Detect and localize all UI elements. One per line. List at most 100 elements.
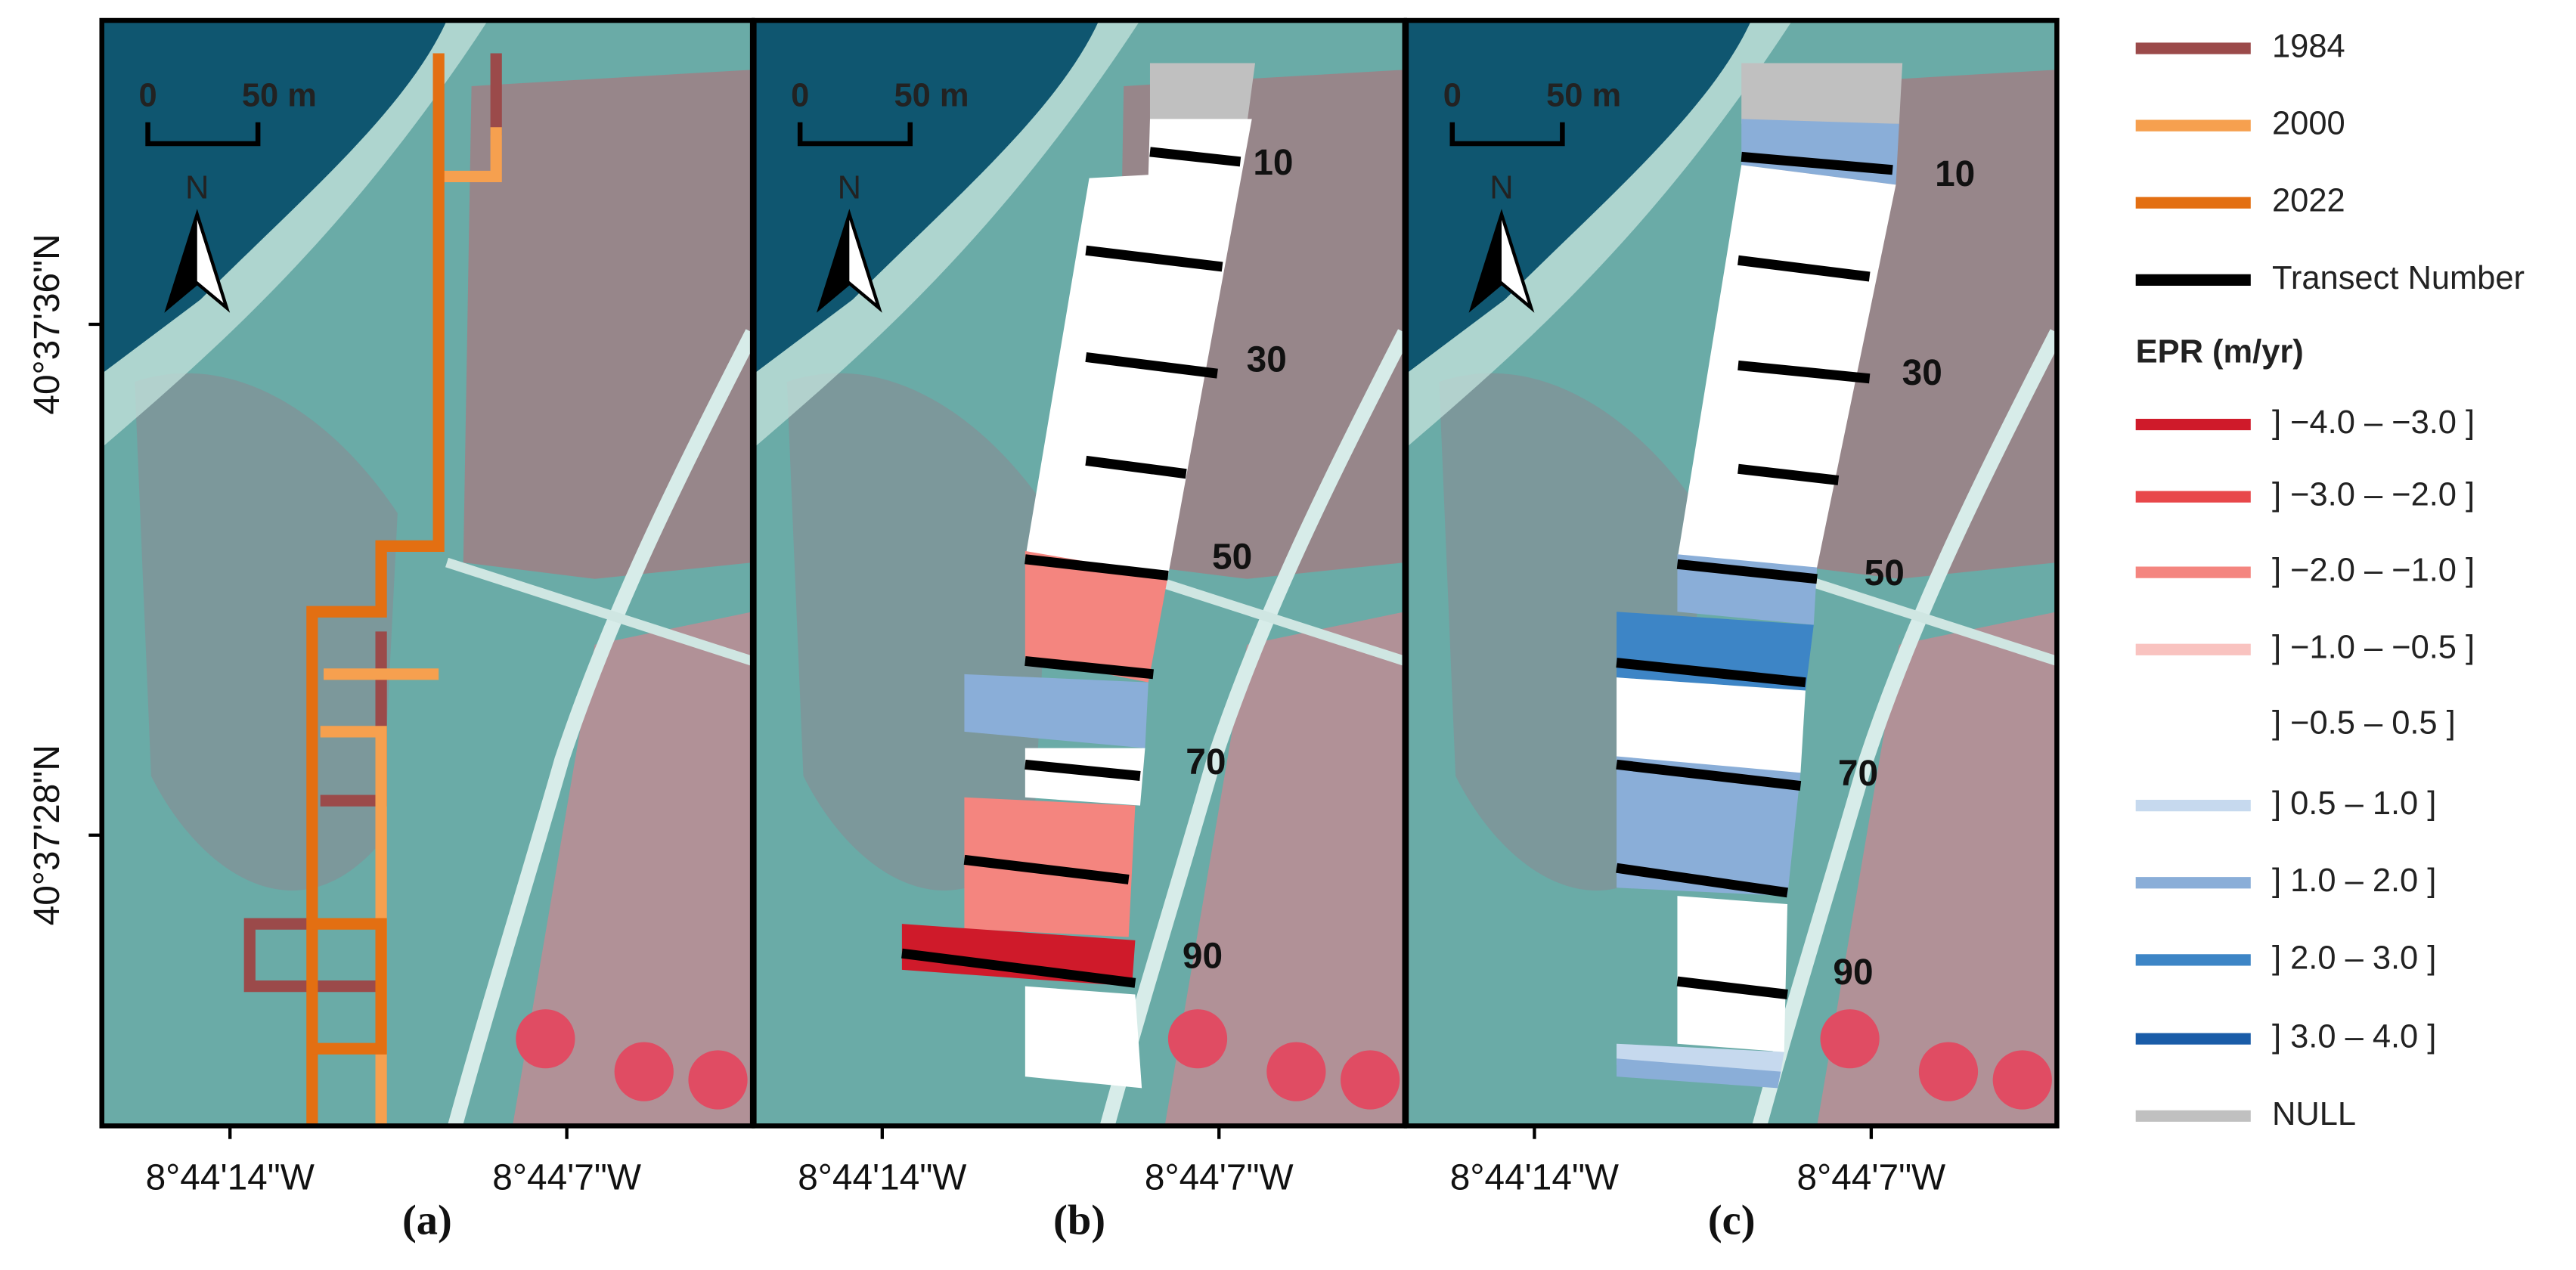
transect-number: 50 [1865,553,1905,593]
epr-band [1149,63,1256,124]
panel-label: (b) [1053,1197,1105,1244]
lon-label: 8°44'14"W [1450,1158,1619,1198]
legend-label: 1984 [2272,28,2345,64]
transect-number: 50 [1212,537,1252,577]
epr-band [1741,63,1903,124]
transect [1149,147,1242,167]
shoreline [439,127,502,183]
beach [101,20,488,448]
transect [1616,658,1806,688]
transect [1025,655,1154,680]
transect [901,948,1136,988]
north-label: N [185,169,209,206]
scale-bar [797,122,913,147]
transect-number: 70 [1838,754,1878,794]
transect [1741,151,1893,175]
legend-label: ] 1.0 – 2.0 ] [2272,863,2436,899]
legend-label: ] 0.5 – 1.0 ] [2272,785,2436,822]
transect [963,854,1130,884]
legend-label: ] −0.5 – 0.5 ] [2272,705,2456,742]
legend-label: ] −2.0 – −1.0 ] [2272,553,2475,589]
scale-start: 0 [138,78,157,114]
transect [1025,554,1169,581]
beach [1406,20,1793,448]
transect-number: 70 [1186,742,1226,782]
transect-number: 10 [1253,143,1293,183]
lon-label: 8°44'7"W [1145,1158,1294,1198]
tree [614,1042,674,1101]
tree [1266,1042,1326,1101]
scale-end: 50 m [894,78,969,114]
scale-bar [1449,122,1565,147]
transect-number: 90 [1833,952,1873,993]
tree [516,1009,575,1069]
road [1100,329,1405,1126]
legend-label: ] −1.0 – −0.5 ] [2272,630,2475,666]
tree [1167,1009,1228,1069]
pink-vegetation [786,373,1050,891]
scale-start: 0 [791,78,809,114]
epr-band [1617,756,1801,897]
transect-number: 30 [1902,353,1942,393]
epr-band [1617,677,1806,773]
transect-number: 30 [1247,340,1287,380]
shoreline [312,918,387,1055]
legend-label: 2022 [2272,183,2345,219]
epr-band [1025,986,1142,1089]
transect [1737,255,1871,282]
legend-title: EPR (m/yr) [2136,334,2304,370]
transect [1025,759,1141,782]
road [445,557,753,666]
lat-label: 40°37'36"N [27,234,67,414]
transect-number: 90 [1183,936,1223,976]
lon-label: 8°44'7"W [492,1158,641,1198]
transect [1676,559,1818,584]
legend-label: NULL [2272,1096,2356,1132]
epr-band [1025,748,1145,806]
scale-start: 0 [1443,78,1462,114]
epr-band [1025,550,1168,683]
epr-band [1617,1058,1781,1089]
map-panel: 0 50 m N 10 30 50 70 90 [1406,20,2057,1126]
scale-end: 50 m [242,78,317,114]
beach [754,20,1140,448]
pink-vegetation [463,70,753,579]
road [448,329,753,1126]
legend-label: ] −3.0 – −2.0 ] [2272,477,2475,513]
lon-label: 8°44'14"W [798,1158,966,1198]
map-panel: 0 50 m N [101,20,753,1126]
transect [1737,463,1840,485]
lon-label: 8°44'7"W [1797,1158,1946,1198]
legend-label: ] −4.0 – −3.0 ] [2272,404,2475,441]
fields [1817,612,2057,1126]
fields [512,612,753,1126]
road [1752,329,2057,1126]
legend-label: 2000 [2272,106,2345,142]
tree [1820,1009,1880,1069]
transect [1676,976,1788,999]
shoreline [306,53,445,1126]
transect [1085,245,1223,272]
scale-end: 50 m [1546,78,1621,114]
transect [1616,863,1788,898]
panel-label: (c) [1708,1197,1756,1244]
panel-frame [1403,17,2060,1129]
legend-label: ] 2.0 – 3.0 ] [2272,940,2436,976]
scale-bar [145,122,261,147]
map-panel: 0 50 m N 10 30 50 70 90 [754,20,1405,1126]
transect-number: 10 [1935,154,1975,194]
lat-label: 40°37'28"N [27,745,67,925]
epr-band [1677,896,1788,1052]
north-label: N [1489,169,1513,206]
legend-label: Transect Number [2272,260,2525,296]
epr-band [1025,119,1252,576]
fields [1164,612,1405,1126]
tree [1341,1050,1400,1110]
pink-vegetation [135,373,398,891]
tree [688,1050,748,1110]
transect [1737,360,1871,384]
legend-label: ] 3.0 – 4.0 ] [2272,1019,2436,1055]
transect [1085,352,1218,379]
transect [1616,759,1802,791]
